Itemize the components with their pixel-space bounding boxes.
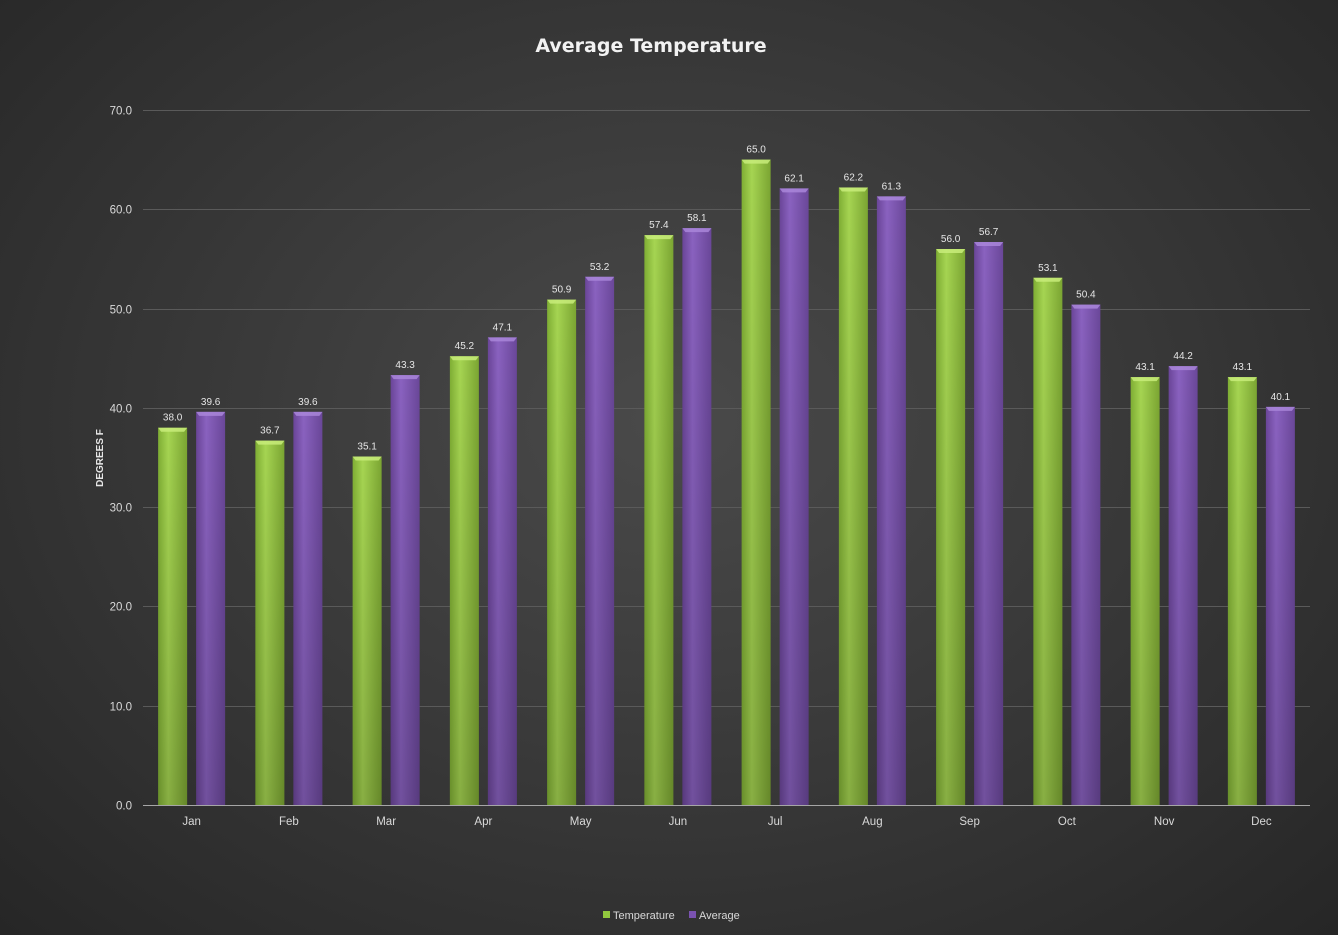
bar-temperature-aug — [838, 187, 868, 805]
bar-average-dec — [1265, 406, 1295, 805]
bar-temperature-dec — [1227, 377, 1257, 805]
bar-average-jun — [682, 228, 712, 805]
bar-temperature-oct — [1033, 277, 1063, 805]
bar-average-oct — [1071, 304, 1101, 805]
bar-average-jan — [196, 411, 226, 805]
bar-average-feb — [293, 411, 323, 805]
bar-temperature-jun — [644, 235, 674, 806]
gridlines — [143, 110, 1310, 707]
data-label: 39.6 — [298, 397, 318, 408]
y-axis-label: DEGREES F — [95, 429, 106, 487]
x-tick-label: Feb — [279, 816, 299, 828]
x-tick-label: Dec — [1251, 816, 1272, 828]
data-label: 40.1 — [1271, 392, 1291, 403]
data-label: 43.1 — [1233, 362, 1253, 373]
data-label: 35.1 — [357, 442, 377, 453]
x-tick-label: Sep — [959, 816, 979, 828]
bar-temperature-jul — [741, 159, 771, 806]
legend-swatch — [689, 911, 696, 918]
data-label: 50.4 — [1076, 290, 1096, 301]
bars — [158, 159, 1295, 806]
data-label: 56.0 — [941, 234, 961, 245]
bar-temperature-apr — [449, 356, 479, 805]
y-tick-label: 60.0 — [110, 205, 132, 217]
chart-title: Average Temperature — [535, 35, 766, 57]
x-tick-label: Aug — [862, 816, 882, 828]
y-tick-label: 30.0 — [110, 503, 132, 515]
x-tick-label: Mar — [376, 816, 396, 828]
data-label: 43.3 — [395, 360, 415, 371]
y-tick-label: 70.0 — [110, 106, 132, 118]
x-tick-label: Jul — [768, 816, 783, 828]
data-label: 39.6 — [201, 397, 221, 408]
y-tick-label: 10.0 — [110, 702, 132, 714]
y-tick-label: 20.0 — [110, 602, 132, 614]
data-label: 58.1 — [687, 213, 707, 224]
data-label: 65.0 — [746, 145, 766, 156]
data-label: 43.1 — [1135, 362, 1155, 373]
bar-temperature-feb — [255, 440, 285, 805]
legend-swatch — [603, 911, 610, 918]
data-label: 61.3 — [882, 181, 902, 192]
bar-average-apr — [487, 337, 517, 805]
y-tick-label: 40.0 — [110, 404, 132, 416]
data-label: 38.0 — [163, 413, 183, 424]
bar-temperature-mar — [352, 456, 382, 805]
bar-average-nov — [1168, 366, 1198, 805]
bar-average-may — [585, 276, 615, 805]
data-label: 56.7 — [979, 227, 999, 238]
legend-label: Temperature — [613, 910, 675, 922]
data-label: 45.2 — [455, 341, 475, 352]
x-tick-label: May — [570, 816, 592, 828]
data-label: 50.9 — [552, 285, 572, 296]
x-tick-label: Jan — [182, 816, 201, 828]
legend: Temperature Average — [603, 910, 740, 922]
data-label: 53.1 — [1038, 263, 1058, 274]
data-label: 62.1 — [784, 173, 804, 184]
bar-average-aug — [876, 196, 906, 806]
legend-item-average: Average — [689, 910, 740, 922]
bar-temperature-sep — [936, 249, 966, 805]
data-label: 57.4 — [649, 220, 669, 231]
data-label: 47.1 — [493, 322, 513, 333]
data-label: 62.2 — [844, 172, 864, 183]
legend-label: Average — [699, 910, 740, 922]
data-label: 53.2 — [590, 262, 610, 273]
bar-average-mar — [390, 375, 420, 805]
x-axis-ticks: Jan Feb Mar Apr May Jun Jul Aug Sep Oct Nov Dec — [182, 816, 1271, 828]
y-tick-label: 50.0 — [110, 305, 132, 317]
x-tick-label: Nov — [1154, 816, 1175, 828]
bar-average-jul — [779, 188, 809, 805]
data-label: 44.2 — [1173, 351, 1193, 362]
y-tick-label: 0.0 — [116, 801, 132, 813]
y-axis-ticks: 0.0 10.0 20.0 30.0 40.0 50.0 60.0 70.0 — [110, 106, 132, 813]
bar-temperature-jan — [158, 427, 188, 805]
x-tick-label: Apr — [474, 816, 492, 828]
data-label: 36.7 — [260, 426, 280, 437]
x-tick-label: Oct — [1058, 816, 1077, 828]
x-tick-label: Jun — [669, 816, 688, 828]
bar-temperature-nov — [1130, 377, 1160, 805]
legend-item-temperature: Temperature — [603, 910, 675, 922]
data-labels: 38.0 39.6 36.7 39.6 35.1 43.3 45.2 47.1 50.9 53.2… — [163, 145, 1291, 453]
bar-temperature-may — [547, 299, 577, 805]
bar-average-sep — [974, 242, 1004, 806]
